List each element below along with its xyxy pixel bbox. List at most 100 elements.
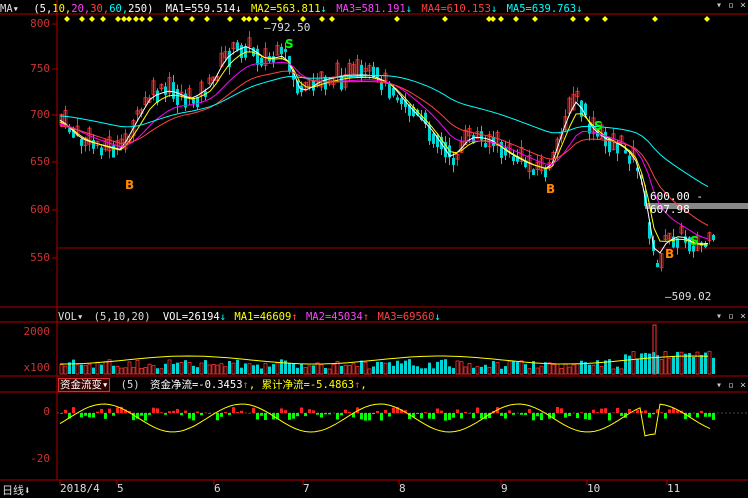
- volume-bar: [631, 351, 636, 375]
- candle-up: [207, 77, 212, 84]
- cap-close-icon[interactable]: ×: [739, 380, 747, 391]
- main-price-plot[interactable]: B B B S S S: [59, 16, 715, 272]
- candle-down: [184, 93, 187, 108]
- volume-bar: [151, 365, 156, 375]
- cap-minimize-icon[interactable]: ▾: [715, 380, 723, 391]
- sell-signal-icon: S: [690, 234, 699, 248]
- candle-down: [648, 222, 651, 239]
- volume-bar: [72, 359, 75, 374]
- capital-flow-bar: [652, 413, 655, 415]
- volume-ma-line: [60, 355, 709, 365]
- vol-y-unit: x100: [23, 361, 51, 374]
- vol-close-icon[interactable]: ×: [739, 311, 747, 322]
- volume-bar: [704, 352, 707, 374]
- main-chart-header: MA▾ (5,10,20,30,60,250) MA1=559.514↓ MA2…: [0, 2, 748, 16]
- volume-ma1: MA1=46609: [234, 311, 292, 323]
- capital-flow-plot[interactable]: [59, 403, 715, 437]
- volume-bar: [707, 350, 712, 375]
- volume-bar: [567, 366, 572, 375]
- candle-down: [604, 131, 607, 147]
- capital-flow-bar: [556, 406, 559, 413]
- candle-up: [231, 42, 236, 50]
- y-tick-600: 600: [30, 203, 50, 216]
- capital-flow-bar: [412, 413, 415, 418]
- candle-down: [176, 89, 179, 105]
- volume-bar: [455, 360, 460, 375]
- candle-down: [516, 156, 519, 162]
- capital-flow-bar: [148, 413, 151, 415]
- volume-bar: [236, 359, 239, 374]
- volume-bar: [695, 351, 700, 375]
- volume-bar: [272, 364, 275, 374]
- vol-ma3-trend-icon: ↓: [434, 311, 441, 323]
- volume-bar: [280, 359, 283, 374]
- period-selector[interactable]: 日线⬇: [2, 482, 31, 498]
- volume-bar: [351, 363, 356, 375]
- capital-indicator-selector[interactable]: 资金流变▾: [58, 378, 111, 392]
- close-icon[interactable]: ×: [739, 0, 747, 11]
- volume-bar: [524, 364, 527, 374]
- volume-bar: [340, 365, 343, 374]
- capital-flow-bar: [100, 408, 103, 413]
- volume-bar: [667, 357, 672, 375]
- volume-bar: [367, 368, 372, 375]
- vol-y-tick-2000: 2000: [23, 325, 51, 338]
- capital-flow-bar: [224, 411, 227, 413]
- vol-minimize-icon[interactable]: ▾: [715, 311, 723, 322]
- volume-bar: [559, 368, 564, 375]
- candle-down: [192, 98, 195, 104]
- candle-up: [659, 253, 664, 269]
- minimize-icon[interactable]: ▾: [715, 0, 723, 11]
- capital-flow-bar: [360, 413, 363, 420]
- capital-flow-bar: [364, 413, 367, 421]
- volume-bar: [319, 364, 324, 375]
- main-indicator-selector[interactable]: MA▾: [0, 3, 19, 15]
- candle-up: [679, 226, 684, 234]
- volume-bar: [480, 366, 483, 374]
- capital-flow-bar: [196, 411, 199, 413]
- vol-restore-icon[interactable]: ▫: [727, 311, 735, 322]
- volume-bar: [59, 364, 64, 375]
- signal-diamond-icon: [241, 16, 247, 22]
- capital-flow-bar: [484, 413, 487, 420]
- capital-flow-bar: [668, 409, 671, 413]
- volume-bar: [396, 360, 399, 374]
- volume-bar: [244, 363, 247, 374]
- capital-flow-bar: [288, 413, 291, 420]
- volume-plot[interactable]: [59, 324, 715, 375]
- capital-flow-bar: [388, 413, 391, 417]
- volume-bar: [143, 366, 148, 375]
- x-label-8: 8: [399, 482, 406, 495]
- capital-flow-bar: [540, 413, 543, 421]
- capital-cumulative-flow: 累计净流=-5.4863: [261, 379, 355, 391]
- capital-flow-bar: [120, 406, 123, 413]
- volume-bar: [527, 368, 532, 375]
- capital-flow-bar: [376, 410, 379, 413]
- volume-bar: [636, 358, 639, 374]
- candle-up: [159, 84, 164, 90]
- capital-flow-bar: [712, 413, 715, 420]
- candle-up: [367, 65, 372, 72]
- capital-flow-bar: [392, 407, 395, 413]
- volume-bar: [580, 360, 583, 374]
- capital-flow-bar: [64, 409, 67, 413]
- capital-flow-bar: [676, 410, 679, 413]
- volume-indicator-selector[interactable]: VOL▾: [58, 311, 84, 323]
- restore-icon[interactable]: ▫: [727, 0, 735, 11]
- signal-diamond-icon: [253, 16, 259, 22]
- candle-down: [360, 64, 363, 78]
- candle-up: [575, 90, 580, 97]
- candle-up: [667, 232, 672, 240]
- capital-flow-bar: [344, 409, 347, 413]
- capital-flow-bar: [168, 411, 171, 413]
- candle-up: [363, 67, 368, 72]
- volume-bar: [288, 362, 291, 374]
- candle-down: [92, 140, 95, 149]
- cap-restore-icon[interactable]: ▫: [727, 380, 735, 391]
- volume-bar: [231, 362, 236, 375]
- volume-bar: [467, 363, 472, 375]
- capital-flow-bar: [80, 413, 83, 418]
- candle-up: [555, 138, 560, 153]
- ma1-trend-icon: ↓: [235, 3, 242, 15]
